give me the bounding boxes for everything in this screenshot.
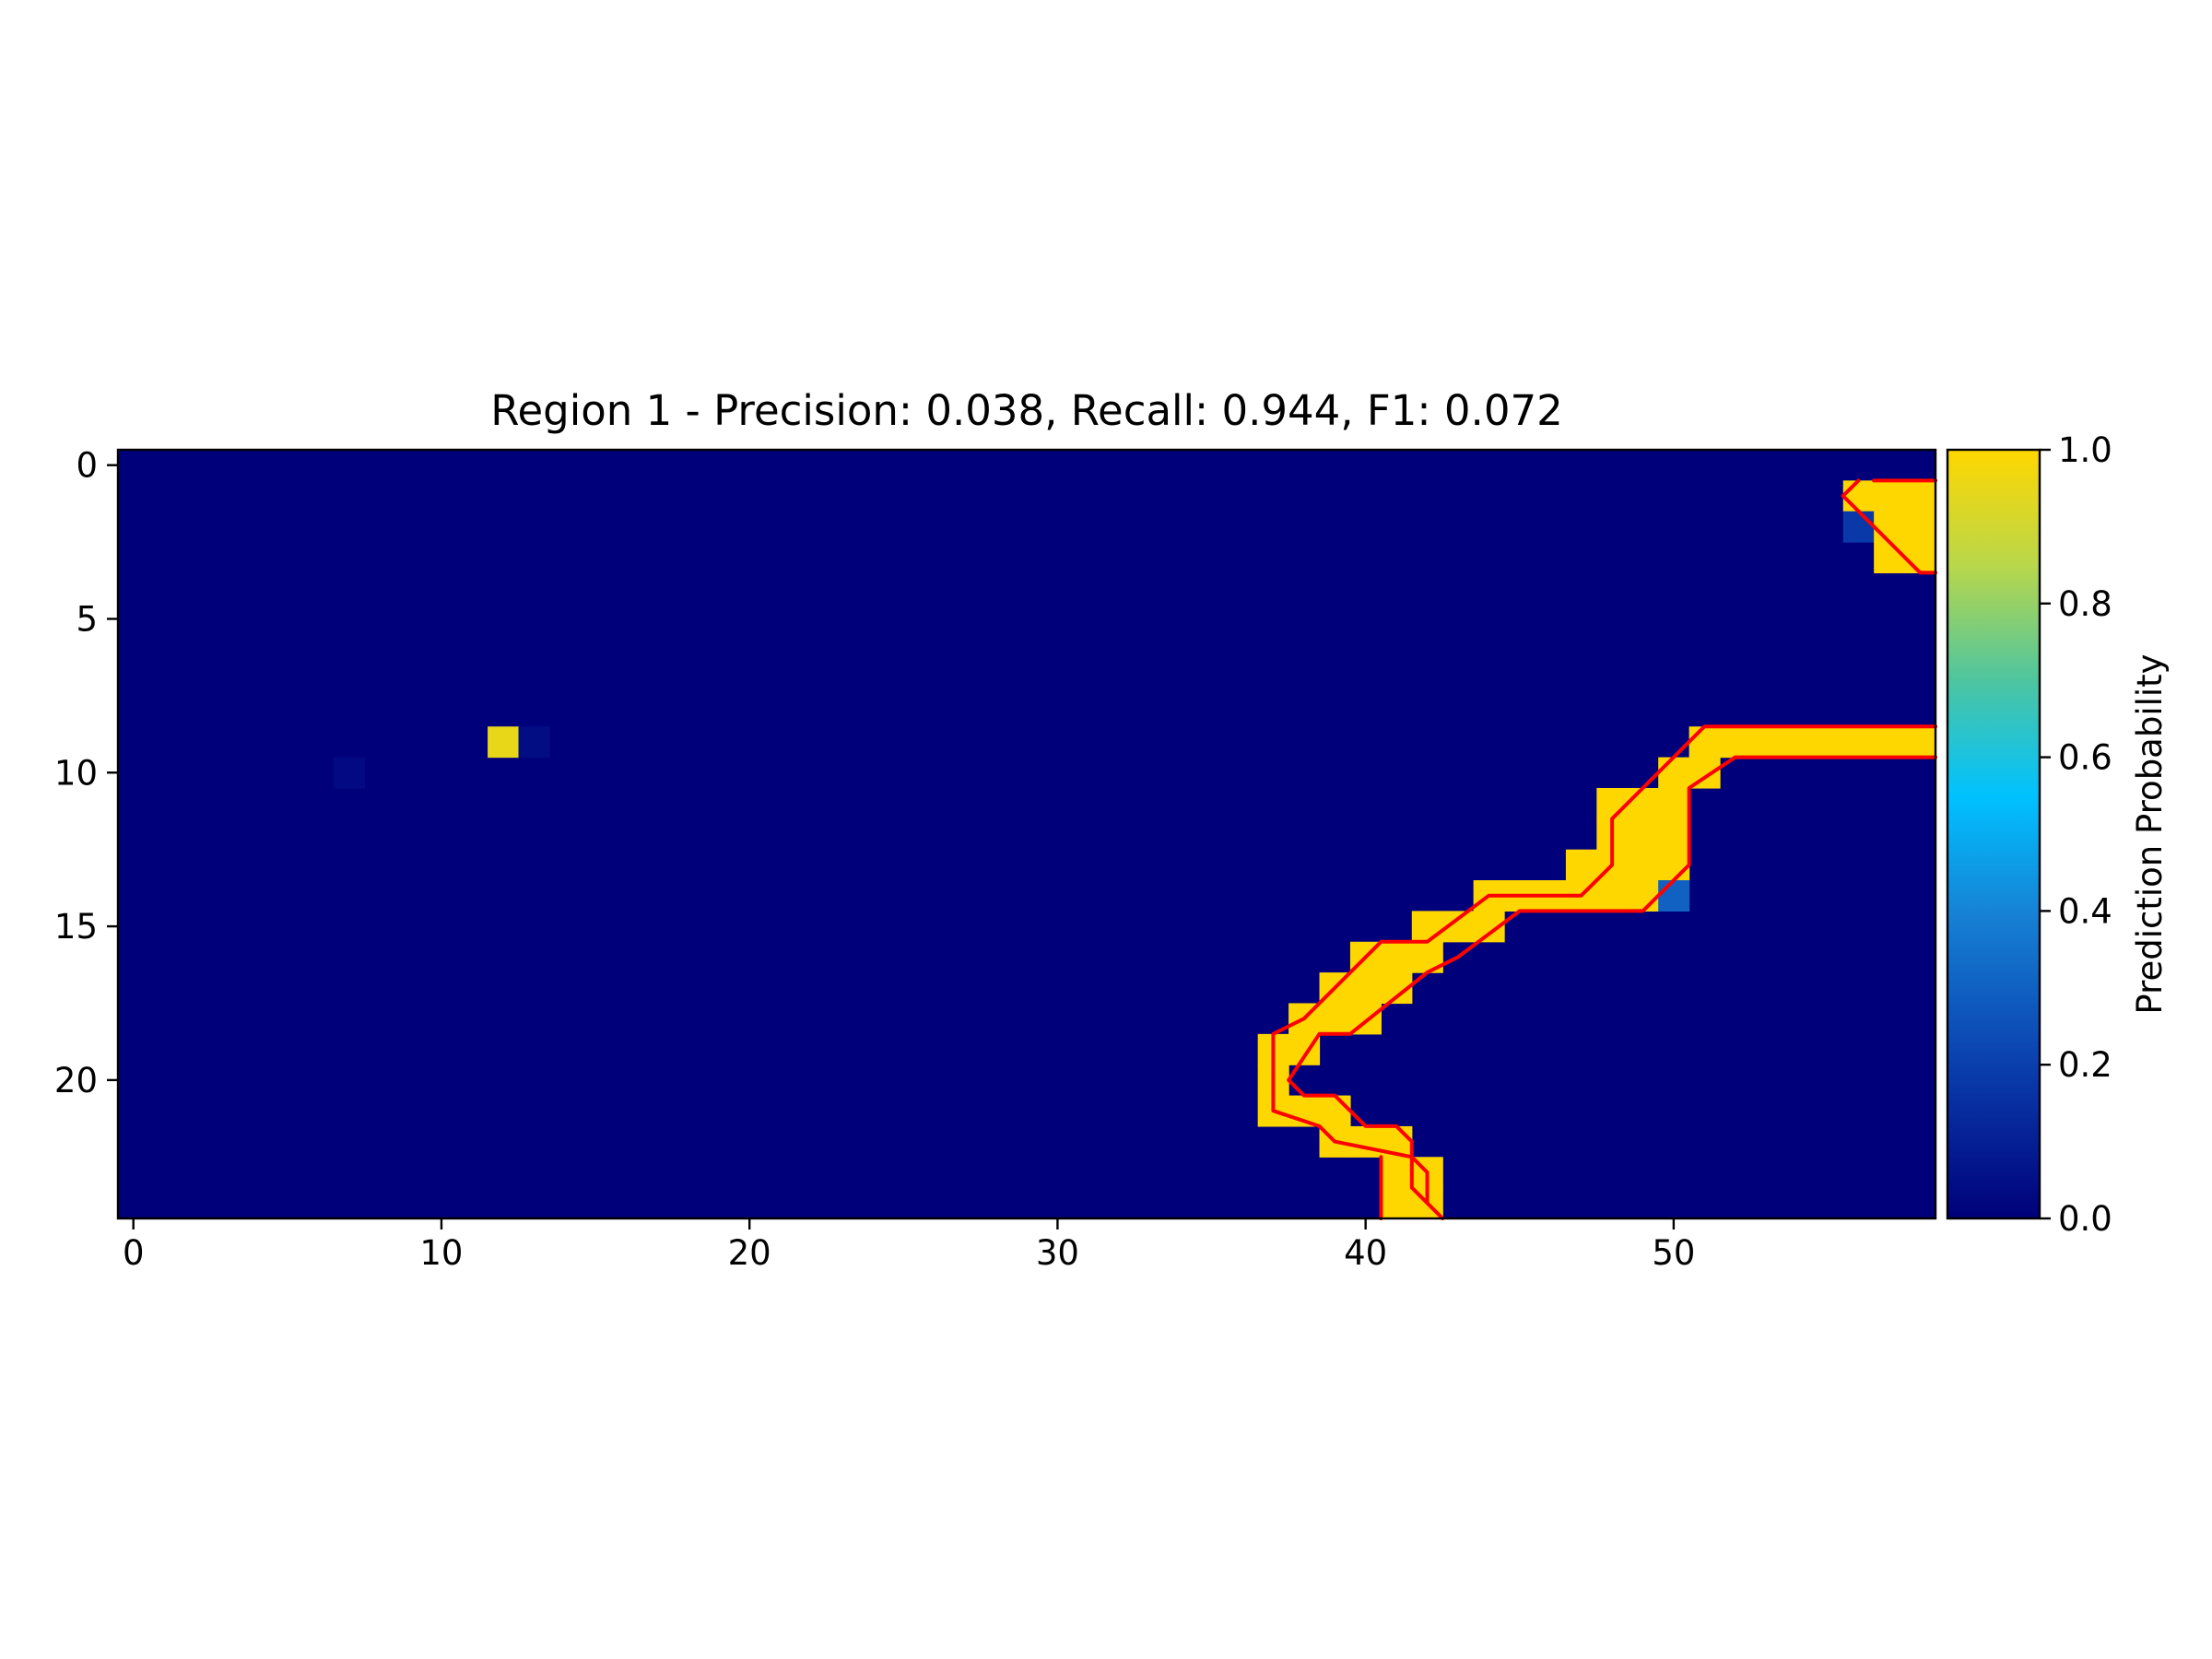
heatmap-cell: [1627, 818, 1659, 851]
y-tick-label: 15: [54, 907, 98, 947]
heatmap-cell: [1411, 911, 1443, 943]
y-tick-label: 20: [54, 1061, 98, 1100]
contour-line: [1287, 755, 1937, 1206]
colorbar-tick-label: 1.0: [2058, 430, 2112, 470]
heatmap-cell: [1688, 726, 1721, 759]
ground-truth-contours: [1271, 478, 1937, 1220]
contour-line: [1841, 478, 1861, 498]
heatmap-cell: [1842, 726, 1875, 759]
x-tick-label: 40: [1344, 1233, 1387, 1273]
contour-line: [1841, 494, 1937, 575]
heatmap-cell: [1874, 480, 1906, 512]
heatmap-cell: [1596, 787, 1629, 819]
heatmap-cell: [1658, 880, 1690, 912]
heatmap-cell: [1720, 726, 1752, 759]
contour-line: [1271, 724, 1937, 1220]
heatmap-cell: [1842, 480, 1875, 512]
x-tick-label: 10: [419, 1233, 463, 1273]
heatmap-cell: [1904, 480, 1936, 512]
heatmap-cell: [488, 726, 520, 759]
heatmap-cell: [1627, 849, 1659, 881]
heatmap-cell: [1750, 726, 1783, 759]
chart-title: Region 1 - Precision: 0.038, Recall: 0.9…: [490, 386, 1562, 435]
heatmap-cell: [1627, 787, 1659, 819]
heatmap-cell: [1596, 880, 1629, 912]
colorbar-frame: [1946, 448, 2041, 1220]
colorbar-tick-label: 0.4: [2058, 891, 2112, 931]
heatmap-cell: [1381, 941, 1413, 973]
heatmap-cell: [1658, 818, 1690, 851]
y-tick-label: 10: [54, 753, 98, 793]
heatmap-cell: [1658, 757, 1690, 789]
heatmap-cell: [1319, 1003, 1351, 1035]
heatmap-cell: [1904, 542, 1936, 574]
heatmap-cell: [1874, 726, 1906, 759]
heatmap-cell: [1565, 849, 1597, 881]
heatmap-cell: [1658, 849, 1690, 881]
colorbar: 0.0 0.2 0.4 0.6 0.8 1.0 Prediction Probabilit…: [1946, 430, 2170, 1239]
heatmap-cell: [1874, 511, 1906, 543]
x-tick-label: 50: [1652, 1233, 1695, 1273]
heatmap-cell: [1627, 880, 1659, 912]
y-tick-label: 5: [76, 599, 98, 639]
colorbar-gradient: [1947, 450, 2040, 1218]
heatmap-cell: [1381, 1157, 1413, 1189]
heatmap-cell: [1781, 726, 1813, 759]
x-tick-label: 30: [1036, 1233, 1079, 1273]
heatmap-plot-area: [116, 448, 1937, 1220]
heatmap-cell: [1319, 1095, 1351, 1127]
heatmap-cell: [1349, 1125, 1382, 1158]
heatmap-cell: [1349, 972, 1382, 1005]
x-tick-label: 0: [123, 1233, 145, 1273]
heatmap-cell: [333, 757, 365, 789]
heatmap-cell: [1842, 511, 1875, 543]
colorbar-ticks: 0.0 0.2 0.4 0.6 0.8 1.0: [2040, 430, 2112, 1239]
y-axis: 0 5 10 15 20: [54, 446, 118, 1100]
heatmap-cell: [1904, 511, 1936, 543]
colorbar-tick-label: 0.0: [2058, 1199, 2112, 1239]
heatmap-cell: [1658, 787, 1690, 819]
y-tick-label: 0: [76, 446, 98, 486]
heatmap-frame: [116, 448, 1937, 1220]
heatmap-cell: [1904, 726, 1936, 759]
colorbar-tick-label: 0.8: [2058, 584, 2112, 624]
colorbar-tick-label: 0.6: [2058, 738, 2112, 778]
heatmap-cell: [1381, 1187, 1413, 1219]
heatmap-cell: [518, 726, 550, 759]
colorbar-tick-label: 0.2: [2058, 1045, 2112, 1085]
x-tick-label: 20: [728, 1233, 771, 1273]
heatmap-cell: [1812, 726, 1844, 759]
x-axis: 0 10 20 30 40 50: [123, 1218, 1695, 1273]
colorbar-label: Prediction Probability: [2130, 653, 2170, 1014]
heatmap-cell: [1874, 542, 1906, 574]
